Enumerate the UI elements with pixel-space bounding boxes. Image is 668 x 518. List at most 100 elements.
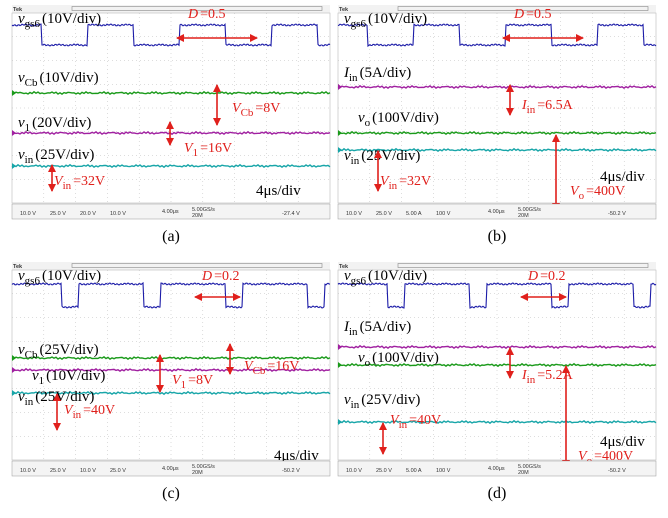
subscript: in xyxy=(527,104,536,116)
label-text: (20V/div) xyxy=(32,115,91,131)
label-text: =0.2 xyxy=(540,269,565,284)
subscript: in xyxy=(389,180,398,192)
label-text: =0.5 xyxy=(200,7,225,22)
timebase: 4μs/div xyxy=(256,183,301,199)
status-item: 10.0 V xyxy=(346,211,362,217)
subscript: o xyxy=(365,357,371,369)
label-text: =400V xyxy=(586,184,625,199)
subscript: Cb xyxy=(241,107,254,119)
subscript: 1 xyxy=(181,379,187,391)
annotation: D=0.5 xyxy=(513,7,552,22)
status-item: 4.00μs xyxy=(488,466,505,472)
subscript: gs6 xyxy=(25,18,41,30)
subscript: in xyxy=(527,374,536,386)
status-item: 20.0 V xyxy=(80,211,96,217)
caption: (c) xyxy=(162,485,180,502)
subscript: 1 xyxy=(39,375,45,387)
annotation: D=0.5 xyxy=(187,7,226,22)
subscript: Cb xyxy=(25,349,38,361)
label-text: =40V xyxy=(83,403,115,418)
timebase: 4μs/div xyxy=(600,169,645,185)
status-item: 25.0 V xyxy=(50,211,66,217)
subscript: Cb xyxy=(25,77,38,89)
label-text: =5.2A xyxy=(537,368,573,383)
symbol: D xyxy=(201,269,212,284)
status-item: 25.0 V xyxy=(110,468,126,474)
status-item: -27.4 V xyxy=(282,211,300,217)
status-item: 100 V xyxy=(436,211,451,217)
status-item: 100 V xyxy=(436,468,451,474)
caption: (a) xyxy=(162,228,180,245)
timebase: 4μs/div xyxy=(600,434,645,450)
status-item: 10.0 V xyxy=(110,211,126,217)
scope-panel: Tekvgs6(10V/div)Iin(5A/div)vo(100V/div)v… xyxy=(338,5,656,219)
scope-panel: Tekvgs6(10V/div)Iin(5A/div)vo(100V/div)v… xyxy=(338,262,656,476)
status-item: 10.0 V xyxy=(346,468,362,474)
status-item: 10.0 V xyxy=(20,468,36,474)
label-text: =32V xyxy=(399,174,431,189)
subscript: in xyxy=(73,409,82,421)
subscript: in xyxy=(351,155,360,167)
label-text: =8V xyxy=(255,101,280,116)
label-text: (5A/div) xyxy=(360,319,412,335)
subscript: in xyxy=(25,396,34,408)
label-text: (25V/div) xyxy=(35,147,94,163)
status-item: -50.2 V xyxy=(608,211,626,217)
symbol: D xyxy=(187,7,198,22)
status-item: -50.2 V xyxy=(282,468,300,474)
subscript: in xyxy=(349,326,358,338)
subscript: gs6 xyxy=(351,18,367,30)
label-text: (25V/div) xyxy=(361,148,420,164)
label-text: (25V/div) xyxy=(40,342,99,358)
annotation: D=0.2 xyxy=(527,269,566,284)
status-item: 25.0 V xyxy=(50,468,66,474)
label-text: (10V/div) xyxy=(46,368,105,384)
label-text: (10V/div) xyxy=(40,70,99,86)
label-text: =6.5A xyxy=(537,98,573,113)
label-text: (100V/div) xyxy=(372,350,439,366)
scope-panel: Tekvgs6(10V/div)vCb(10V/div)v1(20V/div)v… xyxy=(12,5,330,219)
status-item: 20M xyxy=(192,470,203,476)
subscript: o xyxy=(579,190,585,202)
figure: Tekvgs6(10V/div)vCb(10V/div)v1(20V/div)v… xyxy=(0,0,668,513)
label-text: =8V xyxy=(188,373,213,388)
symbol: D xyxy=(527,269,538,284)
label-text: (10V/div) xyxy=(42,11,101,27)
status-item: -50.2 V xyxy=(608,468,626,474)
status-item: 5.00 A xyxy=(406,468,422,474)
label-text: (10V/div) xyxy=(42,268,101,284)
label-text: =16V xyxy=(267,359,299,374)
status-item: 25.0 V xyxy=(376,468,392,474)
status-item: 25.0 V xyxy=(376,211,392,217)
caption: (d) xyxy=(488,485,507,502)
label-text: (10V/div) xyxy=(368,268,427,284)
status-item: 10.0 V xyxy=(80,468,96,474)
status-item: 20M xyxy=(518,213,529,219)
subscript: Cb xyxy=(253,365,266,377)
subscript: in xyxy=(63,180,72,192)
label-text: (5A/div) xyxy=(360,65,412,81)
subscript: o xyxy=(365,117,371,129)
label-text: (25V/div) xyxy=(361,392,420,408)
subscript: in xyxy=(349,72,358,84)
label-text: =0.5 xyxy=(526,7,551,22)
label-text: =32V xyxy=(73,174,105,189)
subscript: gs6 xyxy=(351,275,367,287)
status-item: 20M xyxy=(518,470,529,476)
symbol: D xyxy=(513,7,524,22)
label-text: =0.2 xyxy=(214,269,239,284)
status-item: 20M xyxy=(192,213,203,219)
status-item: 5.00 A xyxy=(406,211,422,217)
label-text: (100V/div) xyxy=(372,110,439,126)
subscript: gs6 xyxy=(25,275,41,287)
subscript: in xyxy=(25,154,34,166)
subscript: 1 xyxy=(25,122,31,134)
caption: (b) xyxy=(488,228,507,245)
scope-panel: Tekvgs6(10V/div)vCb(25V/div)v1(10V/div)v… xyxy=(12,262,330,476)
label-text: =40V xyxy=(409,413,441,428)
subscript: in xyxy=(351,399,360,411)
status-item: 4.00μs xyxy=(162,209,179,215)
label-text: =16V xyxy=(200,141,232,156)
status-item: 10.0 V xyxy=(20,211,36,217)
subscript: 1 xyxy=(193,147,199,159)
